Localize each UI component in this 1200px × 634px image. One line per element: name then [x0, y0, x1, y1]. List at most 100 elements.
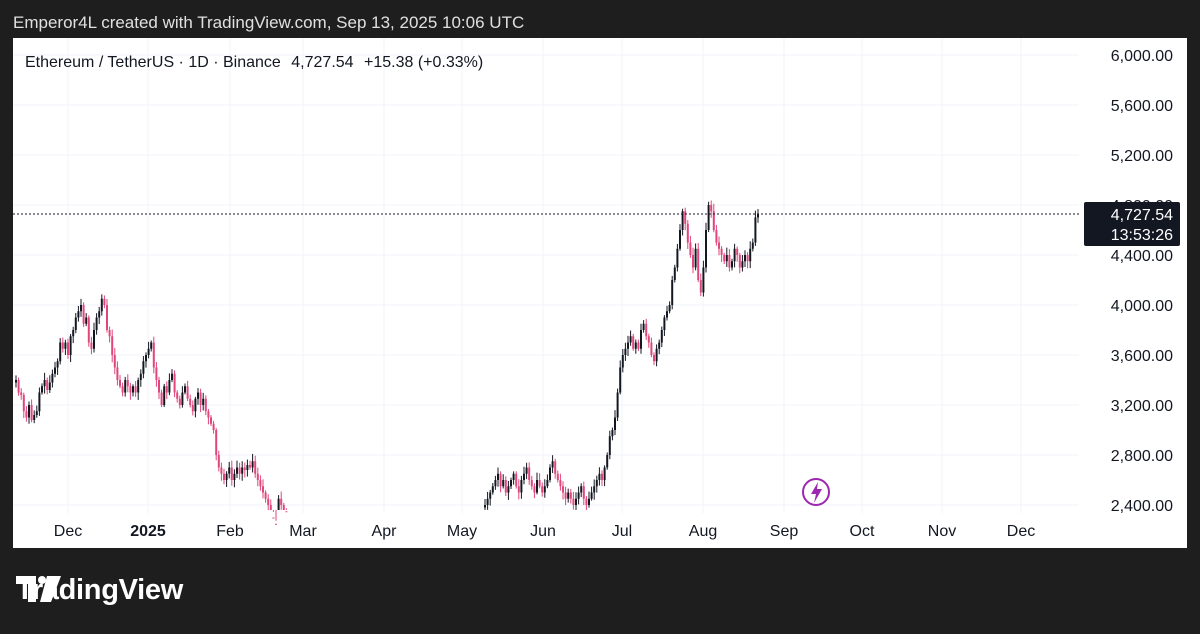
candle-body [77, 311, 80, 318]
x-tick-label: Oct [850, 523, 875, 540]
candle-body [262, 486, 264, 493]
candle-body [254, 461, 257, 474]
candle-body [611, 430, 614, 437]
candle-body [554, 461, 557, 474]
candlestick-chart[interactable]: 2,400.00 2,800.00 3,200.00 3,600.00 4,000.00… [13, 38, 1187, 548]
candle-body [212, 423, 215, 430]
candle-body [145, 355, 147, 362]
candle-body [559, 480, 562, 487]
symbol-name[interactable]: Ethereum / TetherUS · 1D · Binance [25, 54, 281, 71]
candle-body [48, 382, 51, 390]
candle-body [249, 465, 251, 468]
candle-body [129, 386, 132, 393]
last-price-tag [1084, 202, 1180, 247]
candle-body [525, 467, 528, 474]
candle-body [54, 367, 56, 374]
candle-body [569, 492, 572, 499]
candle-body [217, 455, 220, 468]
candle-body [608, 436, 611, 455]
candle-body [658, 342, 661, 349]
candle-body [593, 486, 596, 493]
x-tick-label: Mar [289, 523, 317, 540]
candle-body [142, 361, 145, 374]
lightning-event-icon[interactable] [802, 478, 830, 506]
candle-body [225, 473, 228, 480]
candle-body [733, 248, 736, 262]
candle-body [572, 498, 575, 505]
candle-body [264, 492, 267, 499]
candle-body [621, 355, 624, 368]
candle-body [137, 380, 140, 393]
candle-body [64, 342, 67, 349]
candle-body [536, 480, 538, 493]
x-tick-label: Jul [612, 523, 632, 540]
candle-body [741, 261, 744, 268]
candle-body [720, 248, 723, 255]
candle-body [484, 505, 486, 508]
symbol-change: +15.38 (+0.33%) [364, 54, 484, 71]
candle-body [38, 392, 41, 412]
candle-body [82, 305, 85, 324]
footer: TradingView [16, 574, 183, 607]
candle-body [95, 317, 98, 330]
candle-body [510, 480, 512, 487]
candle-body [528, 467, 531, 480]
candle-body [562, 486, 564, 493]
symbol-price: 4,727.54 [291, 54, 354, 71]
candle-body [731, 261, 733, 268]
candle-body [595, 480, 598, 487]
candle-body [178, 398, 181, 405]
candle-body [103, 298, 106, 305]
candle-body [504, 480, 507, 493]
candle-body [147, 348, 150, 355]
y-tick-label: 2,400.00 [1111, 498, 1173, 515]
candle-body [202, 398, 205, 405]
candle-body [580, 486, 583, 493]
candle-body [155, 367, 158, 380]
candle-body [80, 305, 82, 312]
candle-body [69, 336, 72, 355]
x-tick-label: May [447, 523, 477, 540]
y-tick-label: 3,600.00 [1111, 348, 1173, 365]
candle-body [702, 267, 705, 293]
chart-panel[interactable]: 2,400.00 2,800.00 3,200.00 3,600.00 4,000.00… [13, 38, 1187, 548]
candle-body [692, 255, 694, 268]
x-tick-label: Feb [216, 523, 244, 540]
candle-body [738, 255, 741, 268]
candle-body [116, 367, 119, 380]
candle-body [723, 255, 726, 262]
candle-body [259, 480, 262, 487]
candle-body [59, 342, 62, 362]
candle-body [486, 498, 489, 505]
candle-body [601, 473, 603, 480]
candle-body [725, 255, 728, 262]
y-tick-label: 6,000.00 [1111, 48, 1173, 65]
candle-body [46, 380, 49, 390]
chart-attribution: Emperor4L created with TradingView.com, … [13, 13, 525, 32]
candle-body [681, 211, 684, 230]
candle-body [119, 380, 121, 387]
candle-body [230, 467, 233, 480]
candle-body [160, 392, 163, 405]
candle-body [113, 355, 116, 368]
candle-body [171, 373, 173, 380]
candle-body [533, 486, 536, 493]
y-tick-label: 3,200.00 [1111, 398, 1173, 415]
candle-body [176, 392, 179, 399]
candle-body [275, 523, 277, 525]
candle-body [220, 467, 223, 474]
candle-body [502, 480, 505, 487]
candle-body [590, 492, 593, 499]
candle-body [30, 405, 33, 420]
candle-body [20, 392, 23, 395]
candle-body [199, 392, 202, 405]
candle-body [673, 267, 676, 280]
candle-body [645, 323, 648, 337]
candle-body [499, 473, 502, 487]
candle-body [41, 386, 43, 393]
candle-body [74, 317, 77, 330]
candle-body [650, 342, 653, 355]
candle-body [204, 398, 207, 412]
candle-body [507, 486, 510, 493]
candle-body [715, 230, 718, 243]
